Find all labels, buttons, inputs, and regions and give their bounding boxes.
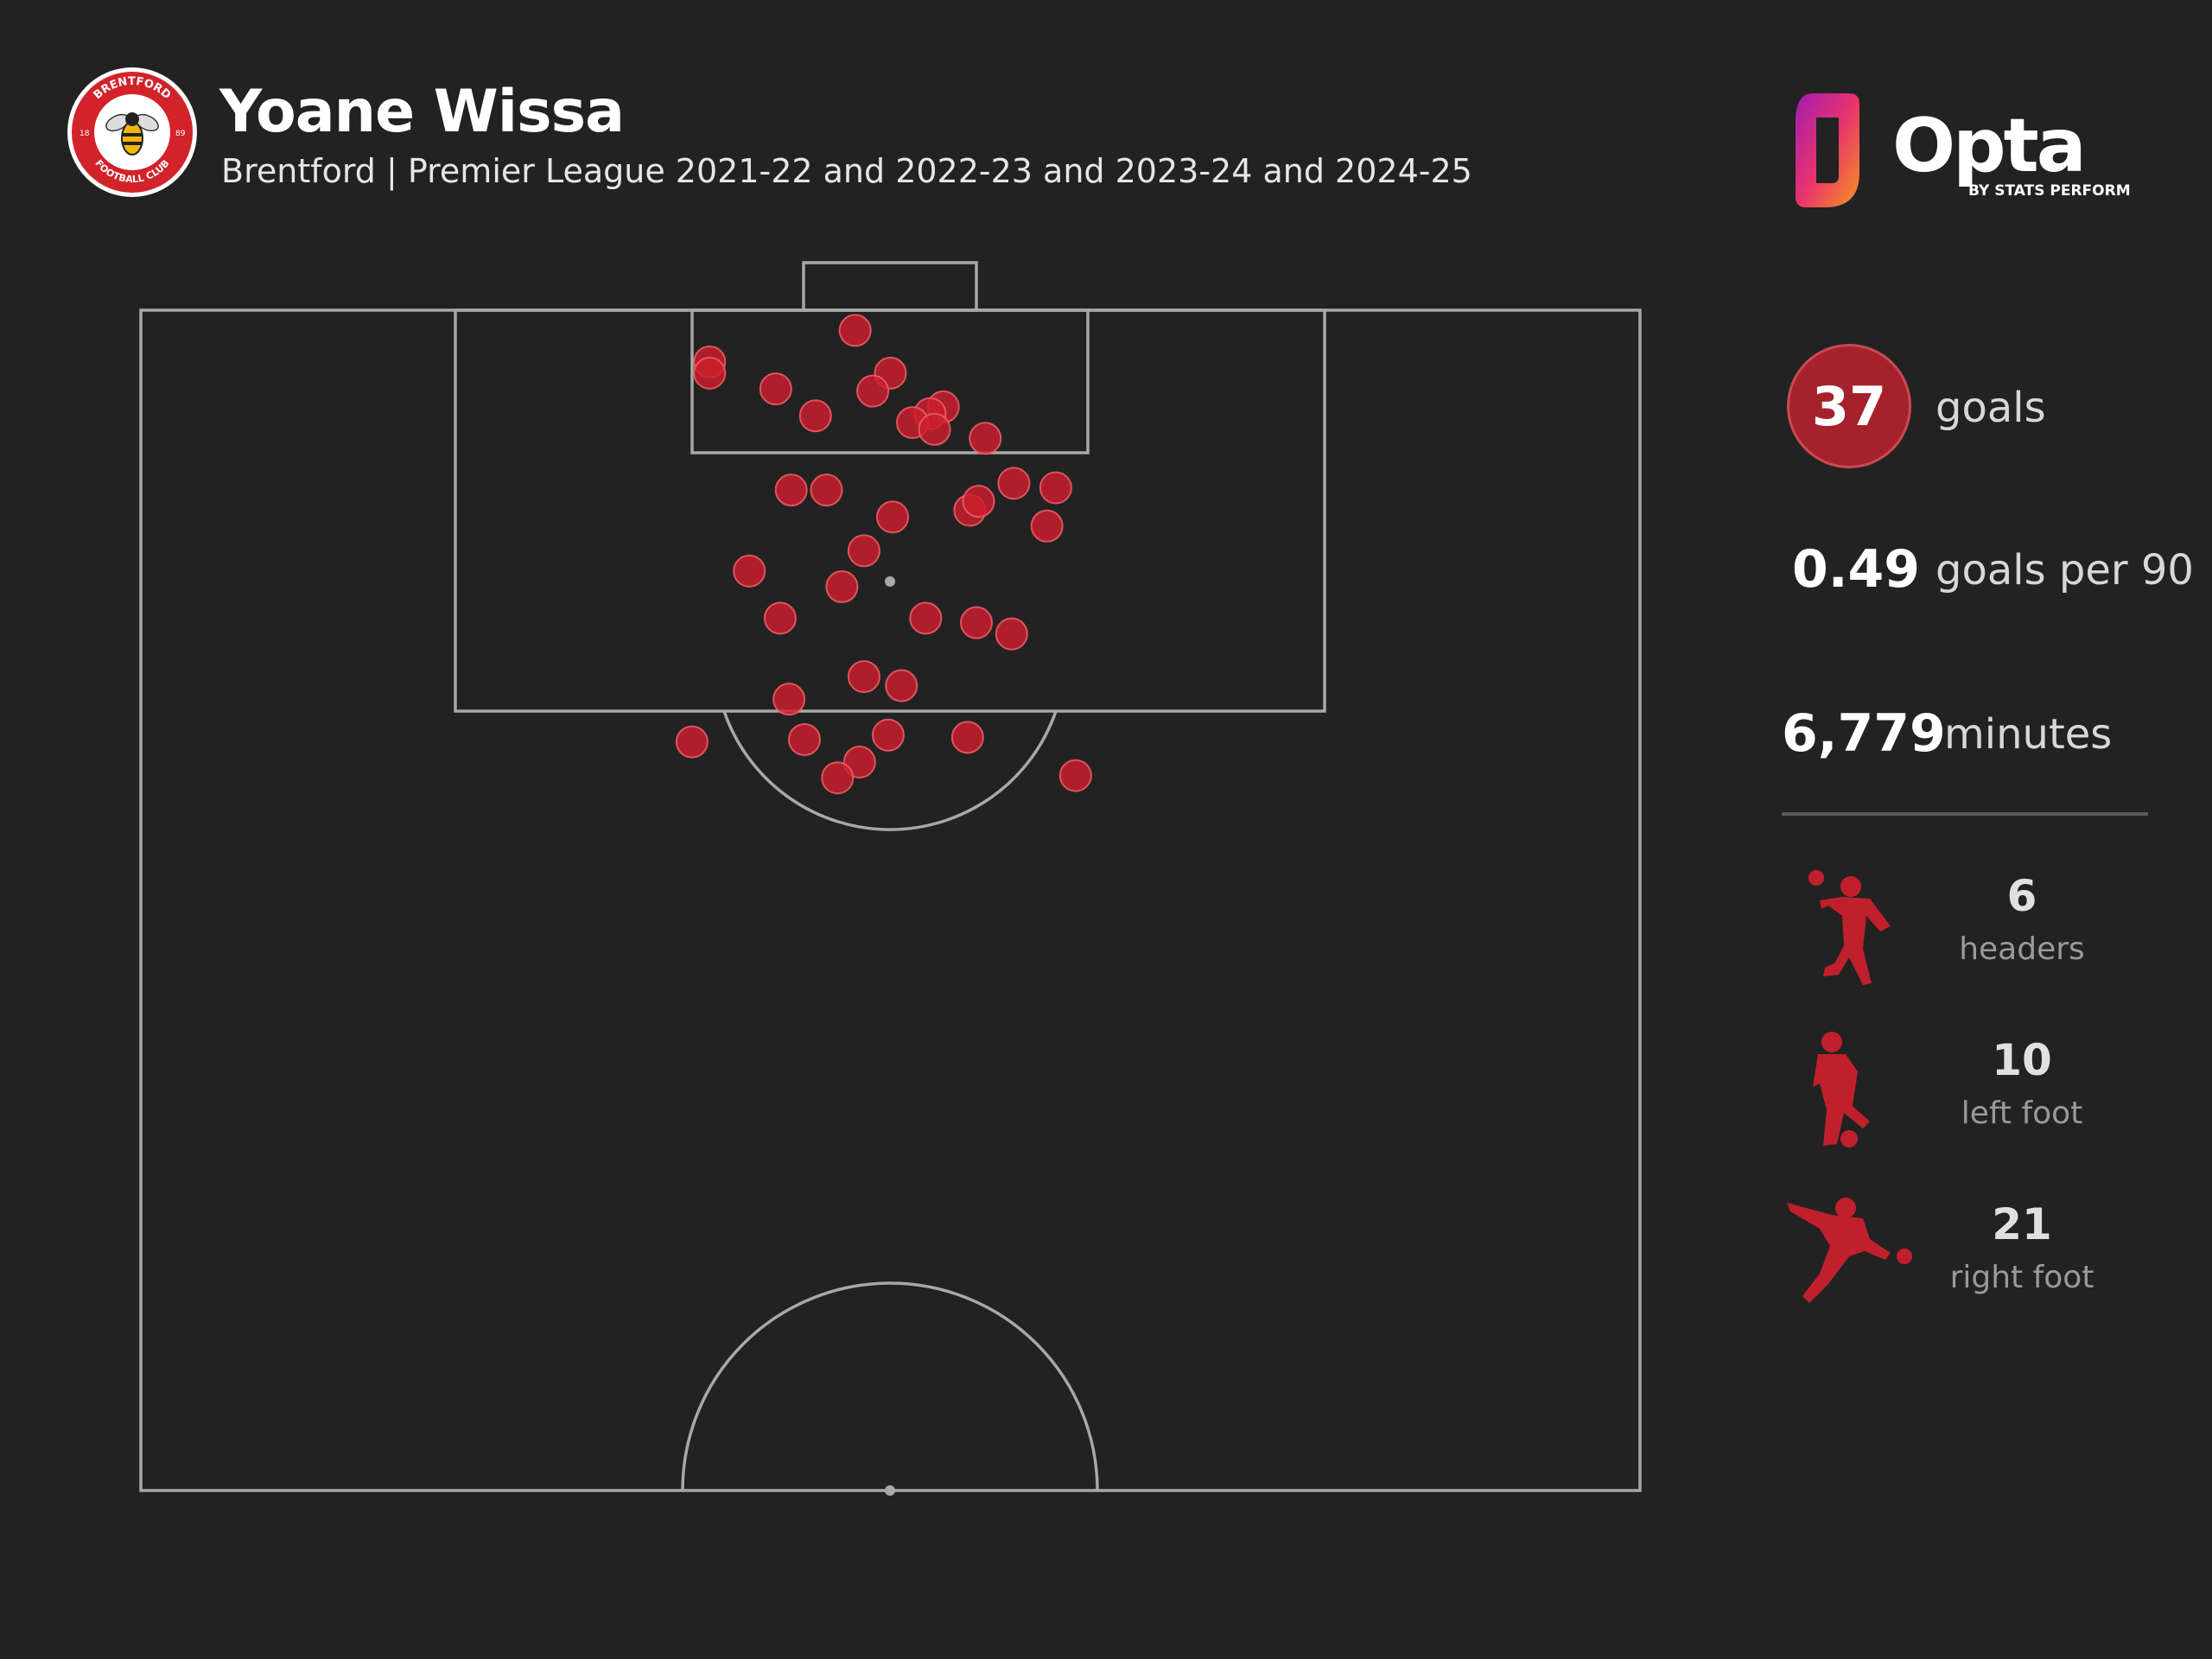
brentford-crest-icon: BRENTFORD FOOTBALL CLUB 18 89 (67, 67, 197, 197)
goal-point-11 (918, 412, 951, 446)
goal (802, 261, 978, 312)
goal-point-21 (733, 554, 766, 588)
goal-point-9 (798, 399, 832, 433)
minutes-value: 6,779 (1782, 703, 1946, 764)
goals-per-90-label: goals per 90 (1936, 546, 2194, 594)
goals-per-90-value: 0.49 (1792, 539, 1921, 600)
goal-point-14 (962, 485, 995, 518)
shot-map-pitch (139, 261, 1642, 1496)
headers-label: headers (1959, 931, 2085, 967)
page-title: Yoane Wissa (219, 78, 625, 146)
left-foot-count: 10 (1992, 1035, 2052, 1085)
goal-point-36 (821, 761, 855, 795)
goal-point-31 (675, 725, 709, 759)
goal-point-33 (871, 718, 905, 752)
right-foot-label: right foot (1949, 1260, 2094, 1295)
goal-point-19 (876, 500, 910, 534)
goal-point-30 (772, 683, 806, 716)
svg-text:Opta: Opta (1892, 103, 2084, 189)
goals-value: 37 (1787, 344, 1911, 468)
page-subtitle: Brentford | Premier League 2021-22 and 2… (221, 152, 1472, 190)
opta-logo: Opta BY STATS PERFORM (1796, 93, 2131, 207)
goal-point-18 (810, 474, 843, 507)
goal-point-16 (1039, 471, 1072, 505)
penalty-spot (885, 576, 895, 587)
goal-point-4 (693, 356, 727, 390)
left-foot-icon (1813, 1032, 1870, 1147)
goal-point-6 (856, 374, 890, 408)
svg-text:89: 89 (175, 130, 186, 138)
goal-point-29 (885, 669, 918, 702)
svg-text:18: 18 (79, 130, 90, 138)
penalty-arc (722, 710, 1058, 831)
goal-point-37 (1058, 759, 1092, 792)
goal-point-23 (825, 570, 859, 604)
goal-point-34 (950, 721, 984, 754)
right-foot-count: 21 (1992, 1199, 2052, 1249)
goal-point-22 (847, 534, 880, 568)
goal-point-28 (847, 660, 880, 694)
centre-circle (681, 1281, 1099, 1491)
goals-label: goals (1936, 384, 2046, 432)
goal-point-17 (774, 474, 808, 507)
header-icon (1808, 870, 1891, 985)
pitch-outline (139, 308, 1642, 1492)
right-foot-icon (1787, 1198, 1912, 1303)
goal-point-1 (838, 314, 872, 347)
goal-point-5 (759, 372, 792, 406)
svg-text:BY STATS PERFORM: BY STATS PERFORM (1968, 182, 2131, 200)
goal-point-25 (909, 601, 943, 635)
goal-point-20 (1030, 509, 1064, 543)
goal-point-26 (960, 606, 994, 639)
minutes-label: minutes (1944, 710, 2113, 759)
goal-point-12 (969, 422, 1002, 455)
stats-divider (1782, 812, 2148, 816)
headers-count: 6 (2006, 871, 2037, 921)
left-foot-label: left foot (1961, 1096, 2083, 1131)
goal-point-15 (997, 467, 1031, 500)
goal-point-27 (995, 617, 1028, 651)
centre-spot (885, 1485, 895, 1496)
goal-point-32 (787, 722, 821, 756)
goal-points (675, 314, 1092, 795)
goal-point-24 (763, 601, 797, 635)
